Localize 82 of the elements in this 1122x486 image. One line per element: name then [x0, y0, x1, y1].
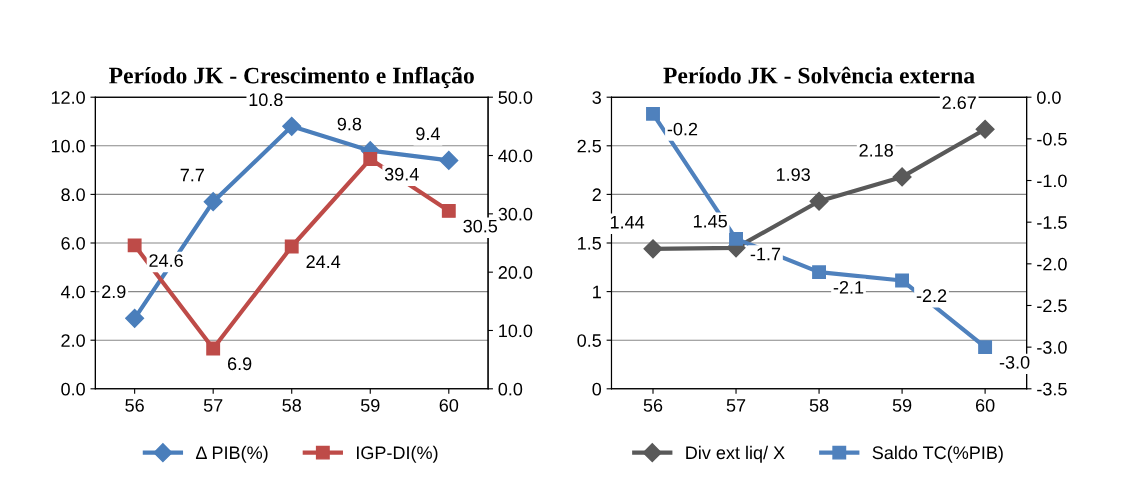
y-tick-label: 2.0 [61, 334, 85, 347]
data-label: 24.4 [306, 255, 341, 268]
y2-tick-label: -3.5 [1037, 382, 1067, 396]
y-tick-label: 10.0 [51, 139, 85, 153]
data-label: 7.7 [180, 168, 204, 182]
data-label: 2.18 [859, 143, 893, 157]
chart-title: Período JK - Crescimento e Inflação [109, 66, 474, 89]
point [441, 203, 456, 218]
y-tick-label: 12.0 [51, 91, 85, 104]
data-label: 39.4 [384, 167, 419, 181]
point [363, 152, 378, 166]
legend-label: Div ext liq/ X [686, 445, 785, 463]
point [729, 231, 743, 246]
legend-label: Δ PIB(%) [195, 445, 268, 463]
x-tick-label: 60 [439, 399, 459, 412]
point [812, 265, 827, 280]
y2-tick-label: -3.0 [1037, 341, 1067, 354]
data-label: 6.9 [227, 357, 252, 371]
y2-tick-label: 0.0 [1037, 91, 1061, 104]
point [284, 239, 299, 254]
y-tick-label: 1.5 [578, 237, 602, 250]
point [975, 119, 995, 139]
data-label: 10.8 [249, 93, 283, 107]
point [125, 308, 145, 328]
y2-tick-label: -2.5 [1037, 299, 1067, 313]
data-label: 24.6 [149, 254, 183, 267]
legend-label: IGP-DI(%) [357, 445, 438, 463]
point [892, 167, 912, 187]
x-tick-label: 56 [125, 399, 144, 412]
point [127, 238, 142, 253]
y-tick-label: 8.0 [61, 188, 85, 202]
data-label: -2.1 [833, 280, 864, 294]
point [643, 239, 663, 259]
chart-title: Período JK - Solvência externa [663, 66, 975, 84]
point [895, 273, 910, 288]
data-label: 9.8 [337, 117, 362, 131]
y2-tick-label: -1.5 [1037, 216, 1067, 229]
data-label: -0.2 [667, 122, 698, 136]
y-tick-label: 0 [592, 382, 602, 396]
y2-tick-label: 50.0 [498, 91, 533, 104]
y-tick-label: 2.5 [577, 139, 602, 153]
point [282, 116, 302, 136]
y-tick-label: 1 [593, 285, 601, 299]
point [646, 106, 660, 121]
point [809, 191, 829, 211]
data-label: 2.67 [942, 96, 976, 110]
data-label: 1.44 [610, 216, 645, 229]
y2-tick-label: 0.0 [498, 382, 523, 396]
x-tick-label: 57 [203, 399, 223, 412]
data-label: 30.5 [463, 219, 498, 233]
point [203, 192, 223, 212]
y-tick-label: 2 [592, 188, 601, 201]
x-tick-label: 58 [282, 399, 301, 412]
y2-tick-label: 30.0 [498, 207, 533, 221]
x-tick-label: 57 [726, 399, 746, 412]
data-label: 9.4 [416, 127, 440, 141]
data-label: 1.45 [693, 215, 727, 228]
y-tick-label: 0.0 [61, 382, 85, 396]
x-tick-label: 56 [643, 399, 663, 412]
y2-tick-label: 40.0 [498, 149, 533, 163]
point [439, 150, 459, 170]
y2-tick-label: -1.0 [1037, 174, 1067, 188]
data-label: 1.93 [776, 168, 810, 181]
data-label: -1.7 [750, 247, 781, 261]
y-tick-label: 6.0 [61, 236, 85, 250]
point [206, 341, 221, 356]
y-tick-label: 3 [592, 91, 601, 104]
y2-tick-label: 20.0 [498, 266, 533, 279]
data-label: -2.2 [916, 289, 947, 302]
point [978, 340, 993, 355]
y2-tick-label: -2.0 [1037, 257, 1067, 271]
x-tick-label: 60 [975, 399, 995, 412]
legend-label: Saldo TC(%PIB) [872, 445, 1003, 463]
data-label: -3.0 [999, 355, 1030, 369]
x-tick-label: 58 [809, 399, 829, 412]
y2-tick-label: 10.0 [499, 324, 533, 338]
x-tick-label: 59 [360, 399, 380, 412]
y-tick-label: 0.5 [577, 334, 602, 347]
y2-tick-label: -0.5 [1037, 132, 1067, 146]
x-tick-label: 59 [892, 399, 912, 412]
data-label: 2.9 [102, 285, 126, 299]
y-tick-label: 4.0 [60, 285, 85, 299]
